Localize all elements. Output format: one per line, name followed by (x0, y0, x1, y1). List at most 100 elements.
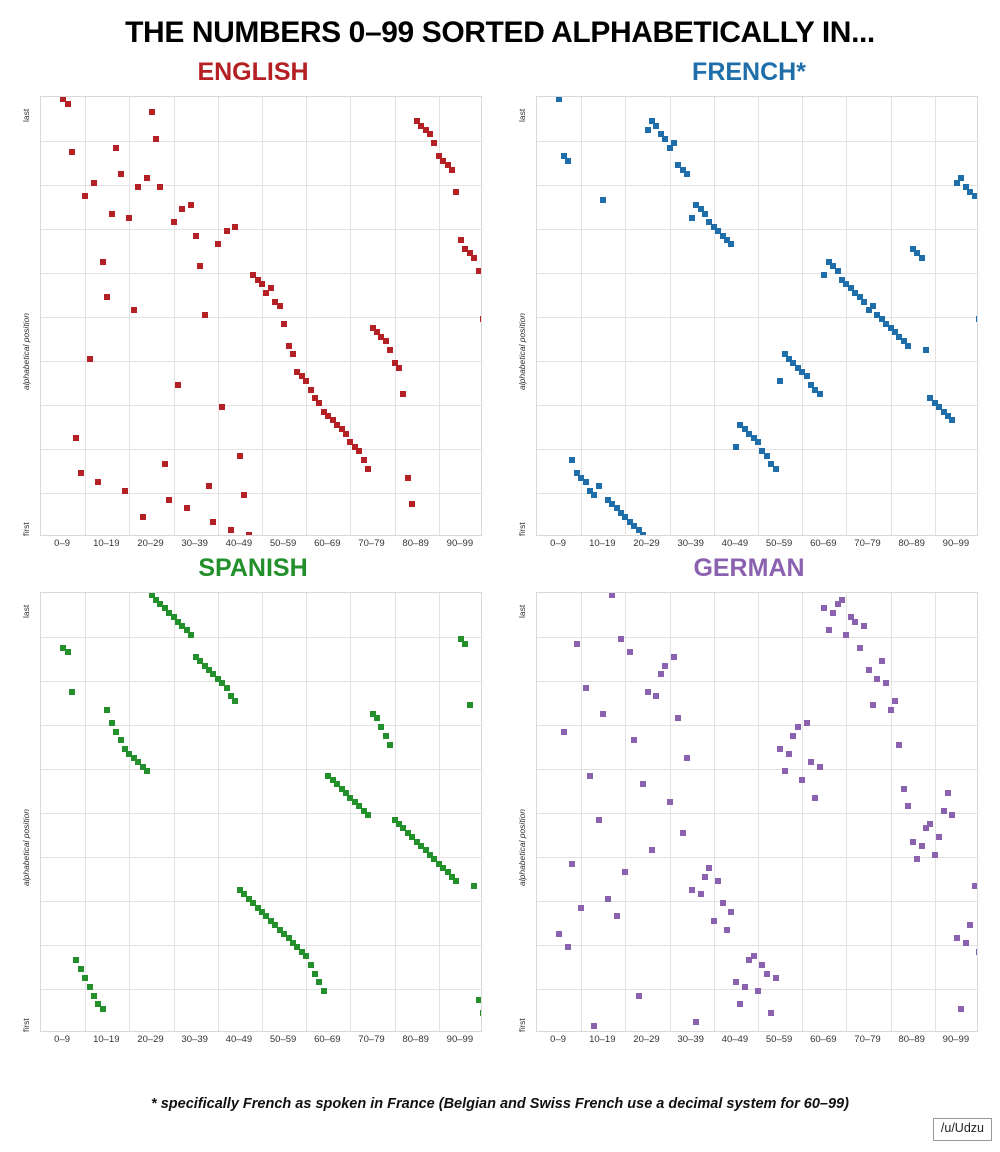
data-point (958, 175, 965, 182)
gridline-horizontal (537, 769, 977, 770)
data-point (755, 439, 761, 446)
data-point (900, 338, 907, 345)
gridline-vertical (758, 97, 759, 535)
panel-german: GERMAN alphabetical position last first 0–9 1… (504, 552, 994, 1052)
data-point (360, 457, 367, 463)
data-point (604, 895, 611, 902)
gridline-vertical (394, 97, 396, 535)
x-tick-label: 70–79 (358, 538, 385, 549)
gridline-vertical (890, 97, 892, 535)
data-point (883, 320, 890, 327)
data-point (126, 215, 133, 221)
gridline-vertical (802, 593, 804, 1031)
data-point (466, 702, 473, 709)
data-point (382, 338, 389, 345)
data-point (587, 487, 594, 494)
data-point (342, 790, 349, 797)
data-point (121, 487, 128, 494)
data-point (232, 697, 239, 704)
data-point (77, 966, 84, 973)
data-point (869, 303, 876, 309)
data-point (60, 645, 67, 651)
data-point (675, 715, 682, 722)
data-point (777, 377, 784, 384)
data-point (130, 755, 137, 761)
data-point (342, 430, 349, 437)
data-point (418, 122, 425, 129)
data-point (259, 281, 265, 287)
data-point (77, 470, 84, 477)
data-point (241, 492, 248, 499)
plot-german: alphabetical position last first 0–9 10–19 20… (504, 586, 994, 1052)
data-point (816, 391, 823, 397)
data-point (148, 109, 155, 116)
gridline-horizontal (41, 945, 481, 946)
panel-title-french: FRENCH* (692, 58, 806, 86)
data-point (861, 623, 868, 629)
data-point (945, 790, 952, 797)
data-point (617, 509, 624, 516)
data-point (763, 452, 770, 459)
y-axis-label: alphabetical position (21, 312, 31, 390)
gridline-vertical (217, 97, 219, 535)
data-point (157, 601, 164, 607)
gridline-vertical (350, 97, 352, 535)
data-point (281, 320, 288, 327)
data-point (578, 904, 585, 911)
gridline-vertical (934, 593, 936, 1031)
data-point (272, 922, 279, 929)
gridline-horizontal (41, 449, 481, 450)
data-point (263, 913, 270, 920)
data-point (108, 719, 115, 726)
gridline-horizontal (537, 273, 977, 274)
data-point (285, 342, 292, 349)
x-tick-label: 40–49 (721, 538, 749, 549)
data-point (139, 514, 146, 521)
data-point (161, 605, 168, 612)
data-point (135, 184, 142, 191)
panel-english: ENGLISH alphabetical position last first 0–9… (8, 56, 498, 556)
data-point (640, 531, 647, 535)
x-tick-label: 40–49 (721, 1034, 749, 1045)
data-point (737, 421, 744, 428)
gridline-horizontal (41, 813, 481, 814)
x-tick-label: 20–29 (633, 538, 660, 549)
data-point (927, 395, 934, 402)
data-point (830, 609, 837, 616)
data-point (95, 1001, 102, 1008)
data-point (334, 781, 341, 788)
data-point (276, 926, 283, 933)
data-point (958, 1005, 965, 1012)
gridline-vertical (173, 97, 175, 535)
data-point (152, 135, 159, 142)
data-point (777, 746, 784, 753)
data-point (971, 193, 977, 199)
data-point (578, 474, 585, 481)
data-point (847, 285, 854, 292)
data-point (697, 206, 704, 213)
data-point (830, 263, 837, 270)
data-point (675, 162, 682, 169)
x-tick-label: 0–9 (54, 538, 71, 549)
data-point (223, 228, 230, 235)
data-point (192, 232, 199, 239)
x-tick-label: 50–59 (765, 1034, 793, 1045)
data-point (746, 430, 753, 437)
gridline-horizontal (537, 449, 977, 450)
data-point (582, 479, 589, 485)
data-point (365, 812, 372, 819)
credit-badge: /u/Udzu (932, 1118, 992, 1141)
data-point (480, 316, 481, 323)
data-point (816, 763, 823, 770)
data-point (785, 750, 792, 757)
data-point (413, 838, 420, 845)
data-point (653, 693, 660, 700)
data-point (808, 759, 815, 766)
data-point (684, 171, 691, 177)
data-point (808, 382, 815, 389)
data-point (763, 970, 770, 977)
gridline-vertical (758, 593, 759, 1031)
data-point (245, 531, 252, 535)
x-tick-label: 70–79 (358, 1034, 385, 1045)
data-point (556, 97, 563, 103)
